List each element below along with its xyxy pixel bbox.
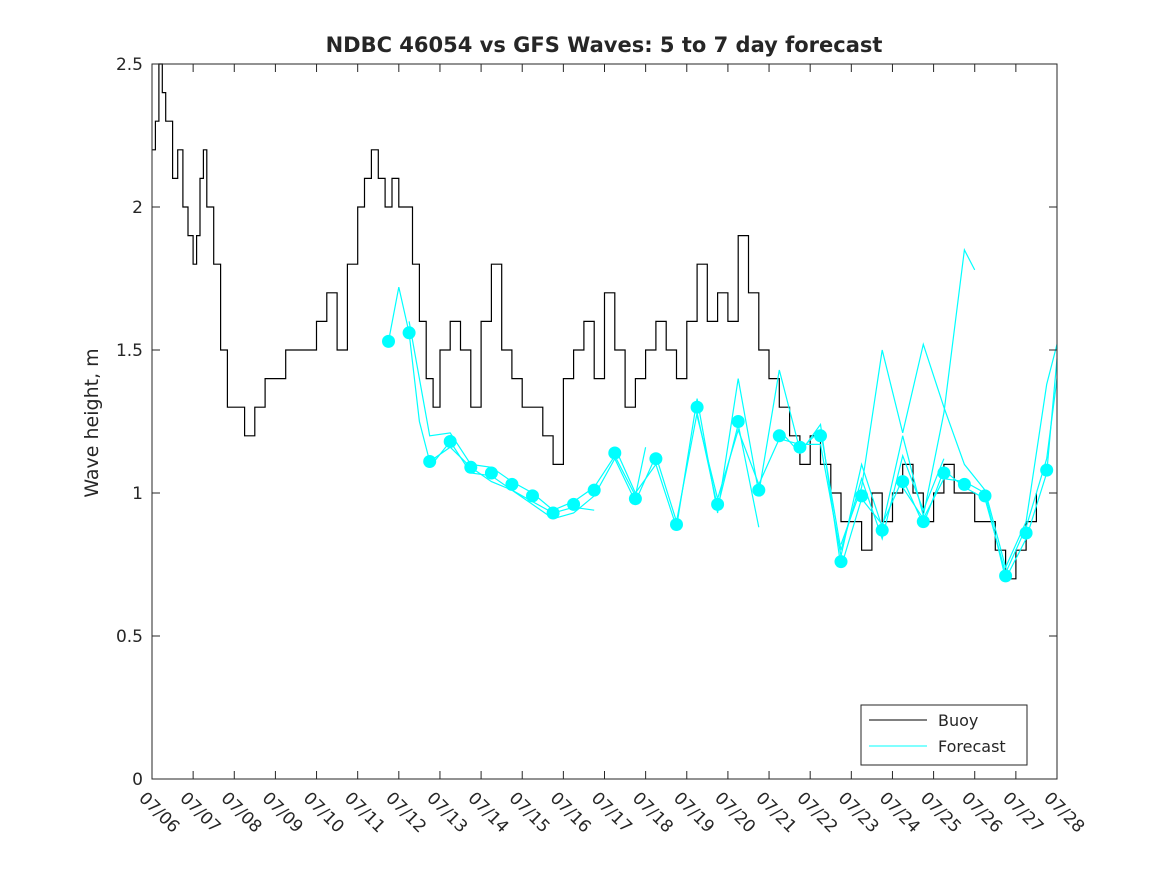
forecast-point <box>464 460 478 474</box>
x-tick-label: 07/24 <box>875 788 924 837</box>
x-tick-label: 07/21 <box>752 788 801 837</box>
y-tick-label: 1 <box>132 484 143 504</box>
x-tick-label: 07/08 <box>217 788 266 837</box>
x-tick-label: 07/09 <box>258 788 307 837</box>
forecast-point <box>402 326 416 340</box>
forecast-point <box>999 569 1013 583</box>
buoy-line <box>152 63 1037 580</box>
x-tick-label: 07/22 <box>793 788 842 837</box>
y-tick-label: 2.5 <box>116 55 143 75</box>
forecast-point <box>423 455 437 468</box>
forecast-point <box>567 497 581 511</box>
forecast-point <box>649 452 663 466</box>
forecast-point <box>587 483 601 497</box>
legend-buoy-label: Buoy <box>938 711 978 730</box>
x-tick-label: 07/23 <box>834 788 883 837</box>
x-tick-label: 07/10 <box>299 788 348 837</box>
y-axis-label: Wave height, m <box>81 348 103 497</box>
forecast-point <box>1040 463 1054 477</box>
x-tick-label: 07/18 <box>628 788 677 837</box>
buoy-series-group <box>152 63 1037 580</box>
x-tick-label: 07/06 <box>134 788 183 837</box>
x-tick-label: 07/19 <box>669 788 718 837</box>
forecast-point <box>608 446 622 460</box>
forecast-point <box>443 435 457 448</box>
forecast-point <box>731 415 745 428</box>
plot-area <box>152 64 1057 779</box>
forecast-point <box>670 518 683 531</box>
x-tick-label: 07/11 <box>340 788 389 837</box>
forecast-point <box>834 555 848 569</box>
legend-forecast-label: Forecast <box>938 737 1006 756</box>
chart-title: NDBC 46054 vs GFS Waves: 5 to 7 day fore… <box>326 33 883 57</box>
forecast-point <box>793 440 807 454</box>
x-tick-label: 07/17 <box>587 788 636 837</box>
x-tick-label: 07/07 <box>176 788 225 837</box>
x-tick-label: 07/12 <box>381 788 430 837</box>
forecast-point <box>855 489 869 503</box>
forecast-run-line <box>840 342 1058 570</box>
y-tick-label: 0 <box>132 770 143 790</box>
forecast-run-line <box>614 369 945 551</box>
y-ticks-group: 0 0.5 1 1.5 2 2.5 <box>116 55 1057 790</box>
forecast-point <box>505 477 519 491</box>
legend-box <box>860 704 1028 766</box>
forecast-point <box>690 400 704 414</box>
forecast-point <box>1019 526 1033 540</box>
y-tick-label: 0.5 <box>116 627 143 647</box>
forecast-points-group <box>382 326 1054 583</box>
forecast-point <box>628 492 642 506</box>
forecast-point <box>546 506 560 520</box>
x-tick-label: 07/13 <box>422 788 471 837</box>
forecast-point <box>957 477 971 491</box>
forecast-point <box>772 429 786 443</box>
forecast-point <box>711 497 725 511</box>
forecast-point <box>937 466 951 480</box>
x-tick-label: 07/27 <box>998 788 1047 837</box>
x-tick-label: 07/28 <box>1039 788 1088 837</box>
y-tick-label: 1.5 <box>116 341 143 361</box>
x-tick-label: 07/15 <box>505 788 554 837</box>
forecast-point <box>484 466 498 480</box>
forecast-point <box>916 515 930 529</box>
forecast-point <box>752 483 766 497</box>
x-tick-label: 07/26 <box>957 788 1006 837</box>
forecast-point <box>526 489 539 503</box>
forecast-point <box>382 334 395 348</box>
forecast-point <box>875 523 889 537</box>
forecast-point <box>814 429 827 443</box>
x-tick-label: 07/25 <box>916 788 965 837</box>
forecast-point <box>896 475 910 489</box>
legend: Buoy Forecast <box>860 704 1028 766</box>
x-tick-label: 07/14 <box>464 788 513 837</box>
x-tick-label: 07/16 <box>546 788 595 837</box>
forecast-point <box>978 489 992 503</box>
y-tick-label: 2 <box>132 198 143 218</box>
x-tick-label: 07/20 <box>710 788 759 837</box>
